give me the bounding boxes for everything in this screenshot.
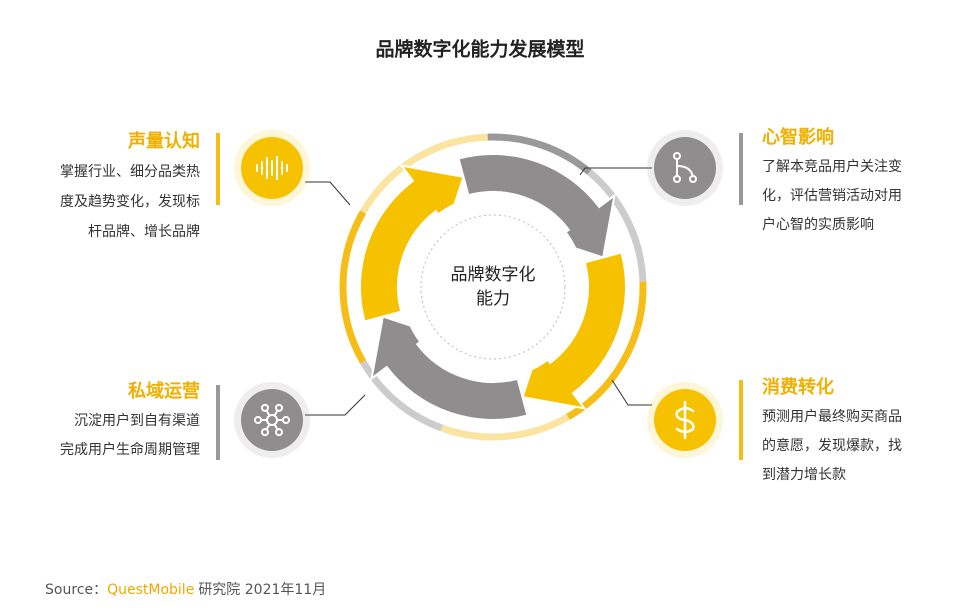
- block-text: 掌握行业、细分品类热: [60, 164, 200, 180]
- block-text: 化，评估营销活动对用: [762, 188, 902, 204]
- cycle-arrow: [370, 315, 529, 421]
- block-text: 沉淀用户到自有渠道: [74, 412, 200, 429]
- connector: [305, 394, 366, 416]
- icon: [254, 403, 290, 437]
- cycle-arrow: [521, 251, 627, 410]
- block-title: 私域运营: [128, 380, 200, 402]
- icon-link: [265, 409, 271, 417]
- icon-node: [261, 403, 269, 412]
- connector: [305, 181, 351, 206]
- icon-node: [275, 428, 283, 437]
- icon: [673, 152, 697, 183]
- outer-ring: [487, 133, 592, 175]
- block-text: 的意愿，发现爆款，找: [762, 437, 902, 454]
- center-disc: [401, 195, 585, 379]
- block-text: 户心智的实质影响: [762, 216, 874, 233]
- title: 品牌数字化能力发展模型: [375, 38, 584, 61]
- icon-link: [273, 423, 279, 431]
- block-title: 消费转化: [762, 376, 834, 398]
- source: Source：QuestMobile 研究院 2021年11月: [45, 582, 326, 598]
- center-dashed: [420, 214, 566, 360]
- icon-circle: [241, 389, 303, 451]
- center-label: 品牌数字化: [451, 265, 536, 285]
- icon-node: [673, 152, 681, 160]
- block-text: 预测用户最终购买商品: [762, 408, 902, 425]
- icon-node: [275, 403, 283, 412]
- icon-node: [254, 416, 262, 424]
- icon-node: [689, 175, 697, 183]
- block-text: 杆品牌、增长品牌: [88, 223, 200, 240]
- block-text: 完成用户生命周期管理: [60, 441, 200, 458]
- icon-node: [282, 416, 290, 424]
- block-title: 声量认知: [127, 130, 200, 152]
- outer-ring: [360, 133, 488, 214]
- block-text: 度及趋势变化，发现标: [60, 194, 200, 210]
- icon-node: [261, 428, 269, 437]
- source-label: Source：: [45, 582, 107, 598]
- icon-link: [273, 409, 279, 417]
- icon-link: [265, 423, 271, 431]
- block-text: 了解本竞品用户关注变: [762, 158, 902, 175]
- connector: [579, 167, 652, 176]
- source-brand: QuestMobile: [107, 582, 194, 598]
- cycle-arrow: [359, 164, 465, 323]
- outer-ring: [566, 281, 647, 420]
- outer-ring: [339, 210, 367, 364]
- connector: [611, 379, 652, 406]
- cycle-arrow: [457, 153, 616, 259]
- block-title: 心智影响: [762, 126, 834, 148]
- source-text: 研究院 2021年11月: [198, 582, 326, 598]
- icon: [256, 156, 288, 180]
- icon-node: [673, 175, 681, 183]
- outer-ring: [360, 360, 443, 432]
- outer-ring: [587, 169, 647, 282]
- center-label: 能力: [476, 289, 510, 309]
- outer-ring: [440, 413, 570, 441]
- icon: [675, 400, 695, 440]
- icon-dollar: [675, 400, 695, 440]
- block-text: 到潜力增长款: [762, 467, 846, 483]
